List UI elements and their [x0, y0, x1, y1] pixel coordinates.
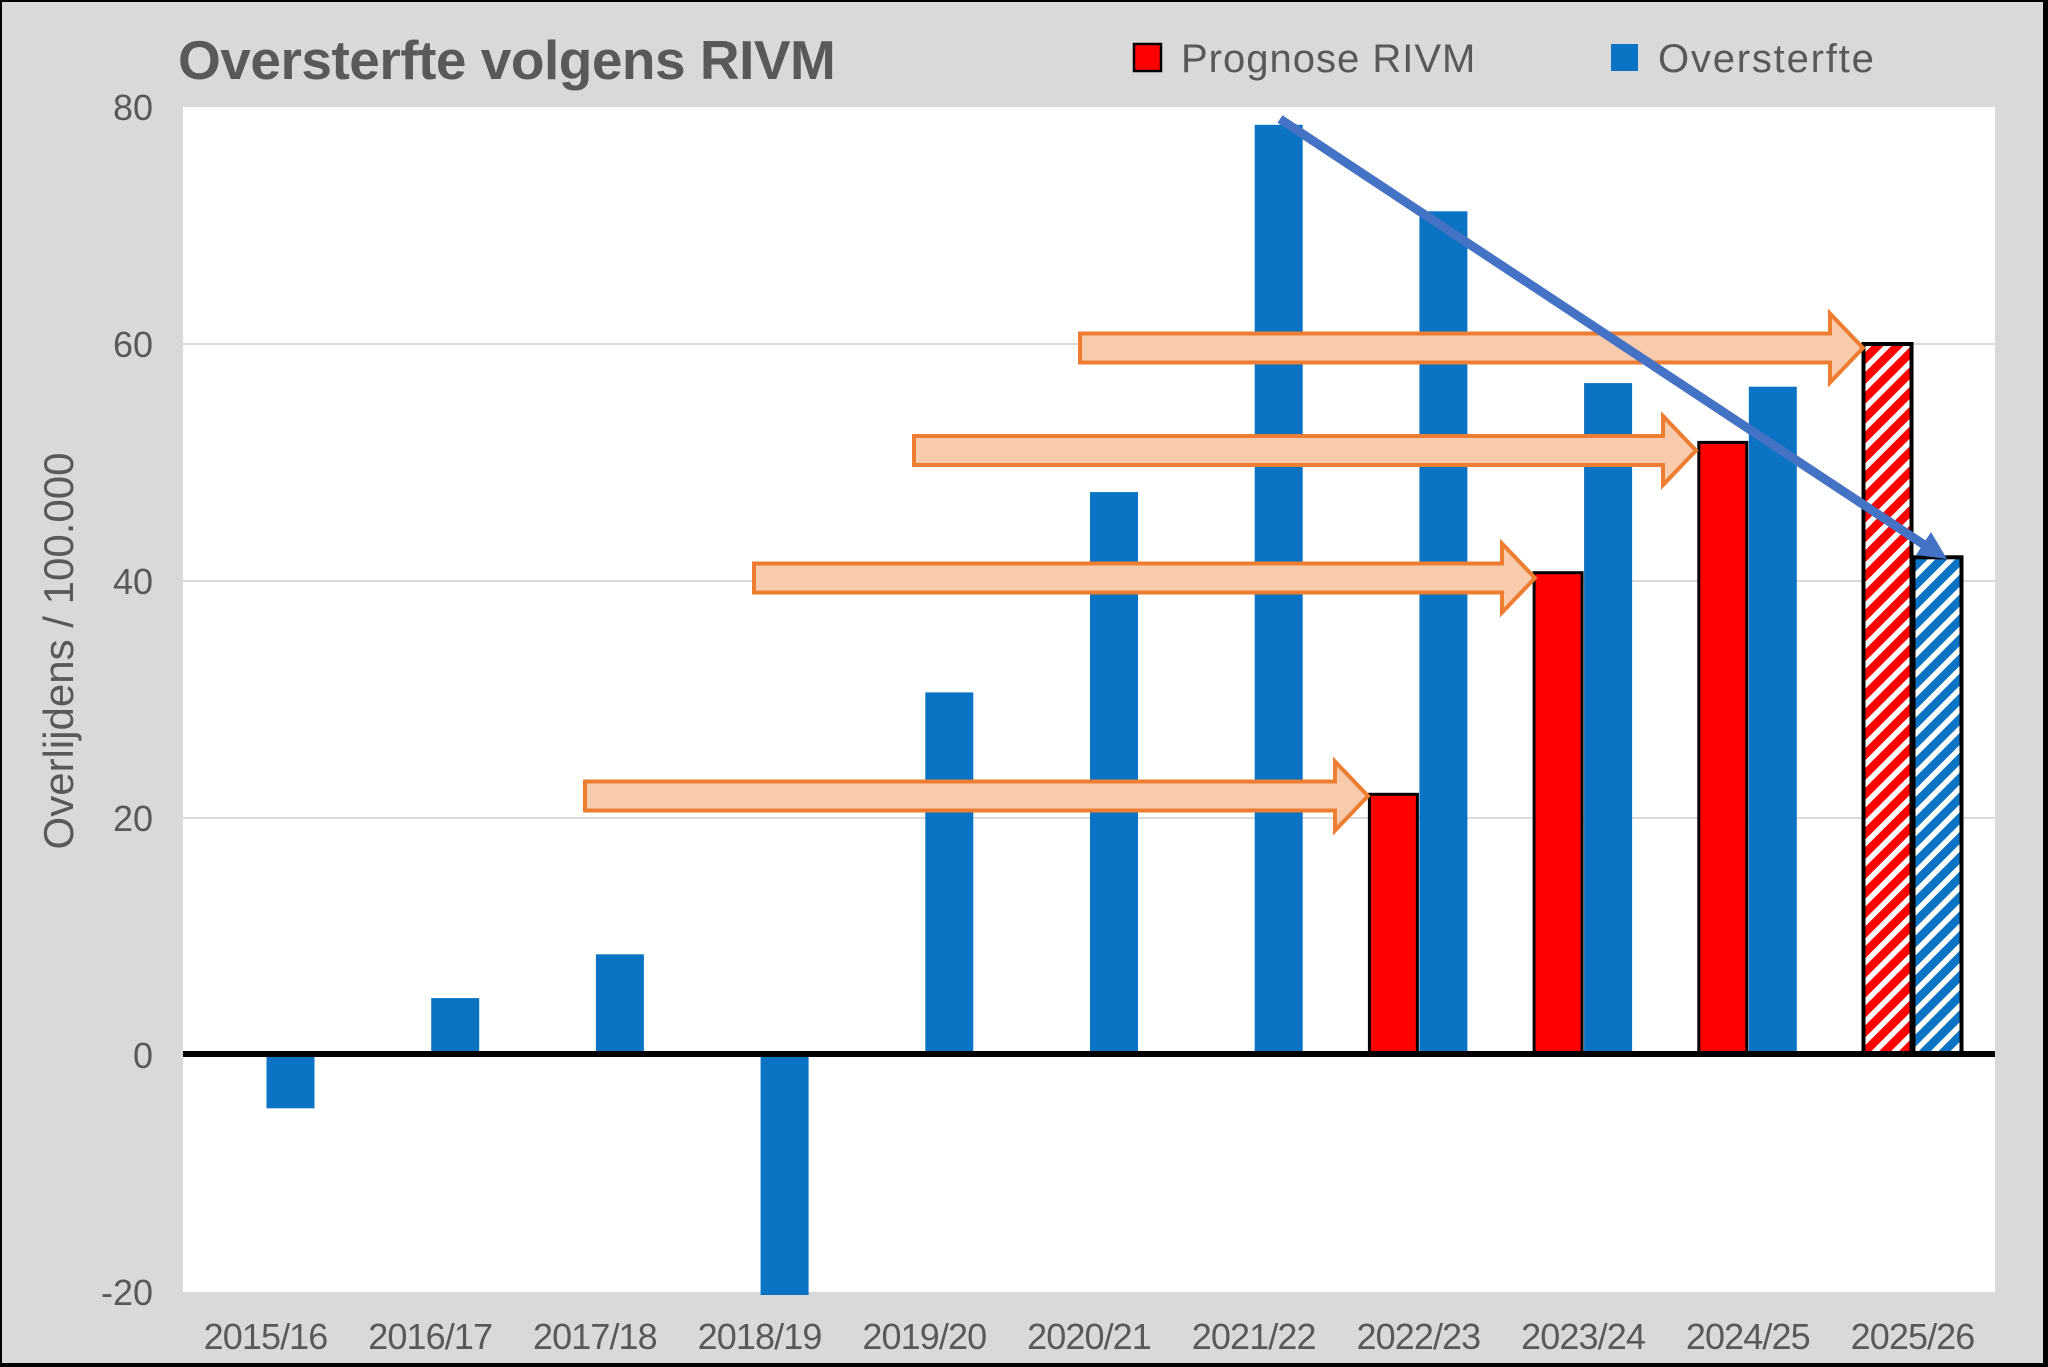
svg-text:2022/23: 2022/23 — [1356, 1316, 1480, 1357]
svg-text:2023/24: 2023/24 — [1521, 1316, 1645, 1357]
svg-text:2024/25: 2024/25 — [1686, 1316, 1810, 1357]
svg-text:60: 60 — [113, 324, 153, 365]
svg-text:Oversterfte: Oversterfte — [1658, 37, 1876, 81]
svg-text:40: 40 — [113, 561, 153, 602]
svg-text:2020/21: 2020/21 — [1027, 1316, 1151, 1357]
svg-text:2017/18: 2017/18 — [533, 1316, 657, 1357]
svg-text:2019/20: 2019/20 — [862, 1316, 986, 1357]
svg-text:-20: -20 — [101, 1272, 153, 1313]
svg-text:80: 80 — [113, 87, 153, 128]
svg-text:0: 0 — [133, 1035, 153, 1076]
svg-text:Prognose RIVM: Prognose RIVM — [1181, 37, 1476, 81]
svg-text:2018/19: 2018/19 — [698, 1316, 822, 1357]
svg-text:2021/22: 2021/22 — [1192, 1316, 1316, 1357]
svg-text:2025/26: 2025/26 — [1851, 1316, 1975, 1357]
svg-text:2016/17: 2016/17 — [368, 1316, 492, 1357]
svg-text:Overlijdens / 100.000: Overlijdens / 100.000 — [35, 453, 82, 850]
svg-text:20: 20 — [113, 798, 153, 839]
svg-text:2015/16: 2015/16 — [204, 1316, 328, 1357]
svg-text:Oversterfte volgens RIVM: Oversterfte volgens RIVM — [178, 29, 835, 91]
